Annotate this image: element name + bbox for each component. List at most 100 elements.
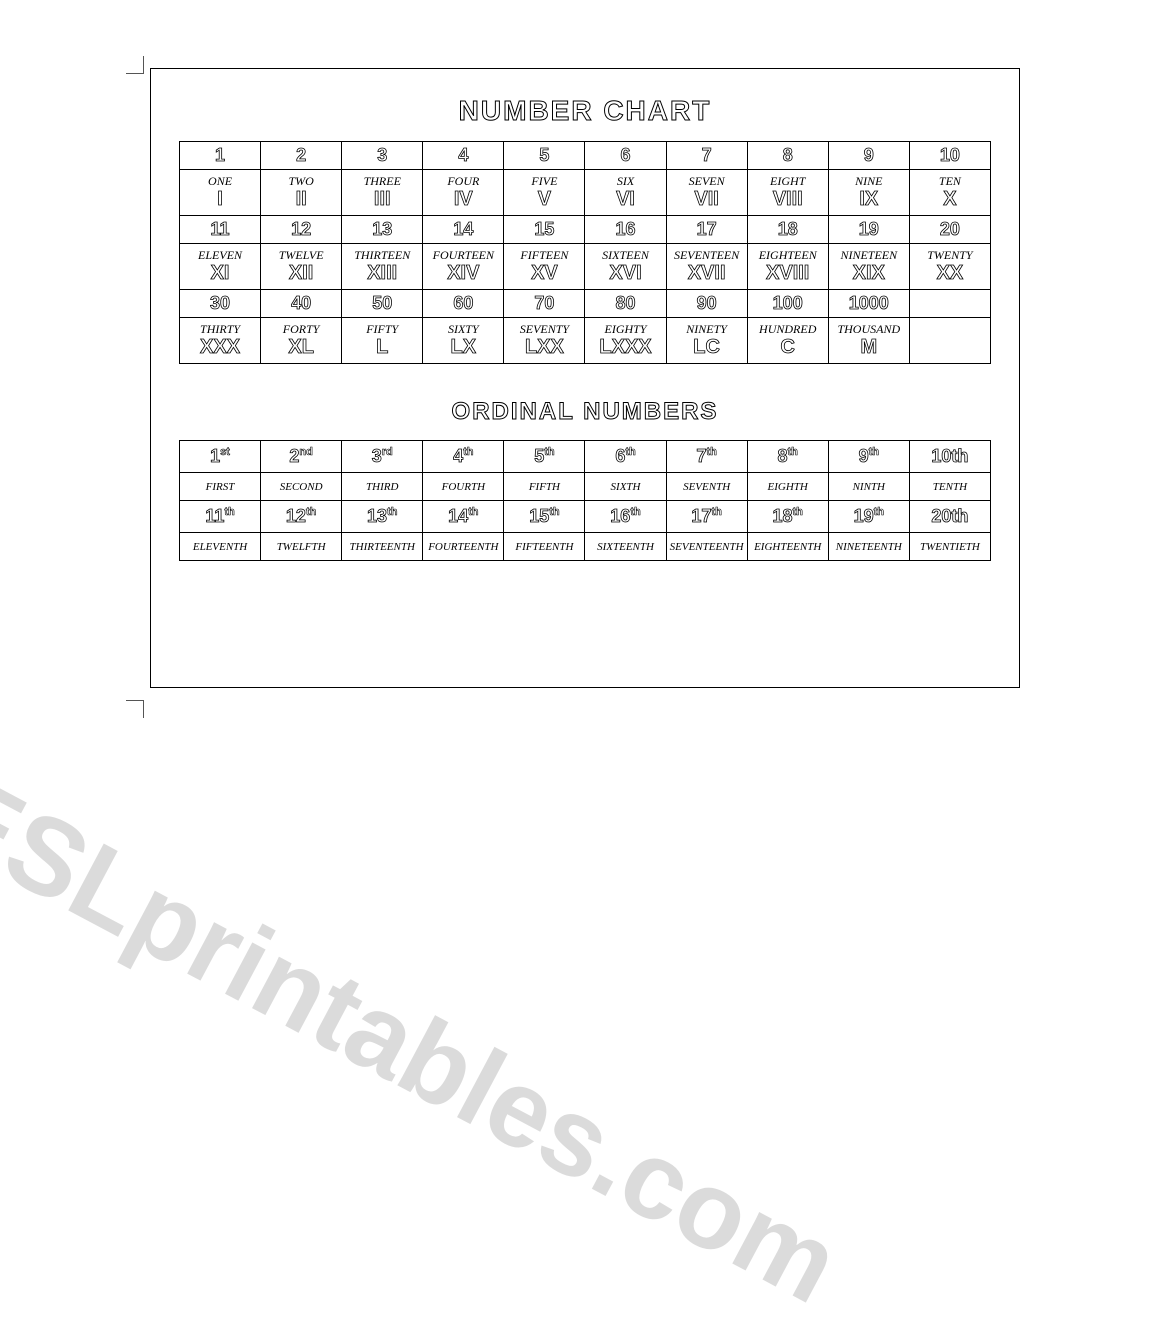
roman-numeral: L xyxy=(342,336,422,358)
word-roman-cell: SIXTYLX xyxy=(423,318,504,364)
ordinal-suffix: st xyxy=(220,446,230,458)
word-roman-cell: FOURTEENXIV xyxy=(423,244,504,290)
ordinal-number: 19 xyxy=(854,506,874,526)
number-cell: 13 xyxy=(342,216,423,244)
number-cell: 14 xyxy=(423,216,504,244)
roman-numeral: I xyxy=(180,188,260,210)
ordinal-suffix: th xyxy=(625,446,635,458)
ordinal-number: 17 xyxy=(691,506,711,526)
ordinal-word-cell: THIRTEENTH xyxy=(342,533,423,561)
ordinal-cell: 7th xyxy=(666,441,747,473)
word-roman-cell: TWENTYXX xyxy=(909,244,990,290)
ordinal-number: 10th xyxy=(931,446,968,466)
roman-numeral: V xyxy=(504,188,584,210)
word-roman-cell: SIXTEENXVI xyxy=(585,244,666,290)
ordinal-cell: 5th xyxy=(504,441,585,473)
roman-numeral: C xyxy=(748,336,828,358)
ordinal-word-cell: FIFTEENTH xyxy=(504,533,585,561)
number-cell: 4 xyxy=(423,142,504,170)
ordinal-suffix: th xyxy=(463,446,473,458)
ordinal-word-cell: FOURTH xyxy=(423,473,504,501)
number-word: THIRTY xyxy=(180,323,260,336)
number-cell: 30 xyxy=(180,290,261,318)
ordinal-suffix: rd xyxy=(382,446,393,458)
roman-numeral: XVIII xyxy=(748,262,828,284)
watermark: ESLprintables.com xyxy=(0,749,859,1329)
ordinal-suffix: nd xyxy=(299,446,312,458)
number-cell: 19 xyxy=(828,216,909,244)
number-word: TEN xyxy=(910,175,990,188)
roman-numeral: XIV xyxy=(423,262,503,284)
word-roman-cell: NINEIX xyxy=(828,170,909,216)
number-word: NINE xyxy=(829,175,909,188)
number-cell: 80 xyxy=(585,290,666,318)
number-word: FIFTY xyxy=(342,323,422,336)
word-roman-cell: TWOII xyxy=(261,170,342,216)
number-word: THREE xyxy=(342,175,422,188)
word-roman-cell: THIRTEENXIII xyxy=(342,244,423,290)
number-word: SEVEN xyxy=(667,175,747,188)
word-roman-cell: FIFTYL xyxy=(342,318,423,364)
roman-numeral: X xyxy=(910,188,990,210)
number-word: SIXTEEN xyxy=(585,249,665,262)
number-cell: 16 xyxy=(585,216,666,244)
ordinal-suffix: th xyxy=(869,446,879,458)
ordinal-suffix: th xyxy=(224,506,234,518)
ordinal-number: 3 xyxy=(372,446,382,466)
word-roman-cell xyxy=(909,318,990,364)
ordinal-cell: 19th xyxy=(828,501,909,533)
ordinal-word-cell: SEVENTH xyxy=(666,473,747,501)
word-roman-cell: ONEI xyxy=(180,170,261,216)
roman-numeral: IX xyxy=(829,188,909,210)
ordinal-number: 8 xyxy=(778,446,788,466)
word-roman-cell: SIXVI xyxy=(585,170,666,216)
roman-numeral: XIX xyxy=(829,262,909,284)
number-cell: 60 xyxy=(423,290,504,318)
ordinal-suffix: th xyxy=(549,506,559,518)
roman-numeral: VIII xyxy=(748,188,828,210)
page-title: NUMBER CHART xyxy=(179,95,991,127)
number-word: NINETY xyxy=(667,323,747,336)
word-roman-cell: TENX xyxy=(909,170,990,216)
ordinal-suffix: th xyxy=(544,446,554,458)
ordinal-number: 12 xyxy=(286,506,306,526)
number-cell: 11 xyxy=(180,216,261,244)
ordinal-suffix: th xyxy=(306,506,316,518)
ordinal-number: 18 xyxy=(772,506,792,526)
number-word: FOURTEEN xyxy=(423,249,503,262)
number-word: THOUSAND xyxy=(829,323,909,336)
number-word: TWENTY xyxy=(910,249,990,262)
word-roman-cell: THOUSANDM xyxy=(828,318,909,364)
ordinal-word-cell: THIRD xyxy=(342,473,423,501)
number-cell: 5 xyxy=(504,142,585,170)
word-roman-cell: EIGHTVIII xyxy=(747,170,828,216)
number-cell: 40 xyxy=(261,290,342,318)
word-roman-cell: EIGHTEENXVIII xyxy=(747,244,828,290)
number-word: NINETEEN xyxy=(829,249,909,262)
number-cell: 90 xyxy=(666,290,747,318)
number-word: SIX xyxy=(585,175,665,188)
number-word: SEVENTEEN xyxy=(667,249,747,262)
roman-numeral: M xyxy=(829,336,909,358)
ordinal-word-cell: FIFTH xyxy=(504,473,585,501)
number-word: ELEVEN xyxy=(180,249,260,262)
number-word: EIGHT xyxy=(748,175,828,188)
word-roman-cell: FIVEV xyxy=(504,170,585,216)
number-word: FIVE xyxy=(504,175,584,188)
word-roman-cell: NINETEENXIX xyxy=(828,244,909,290)
roman-numeral: VI xyxy=(585,188,665,210)
ordinal-cell: 10th xyxy=(909,441,990,473)
number-chart-table: 12345678910ONEITWOIITHREEIIIFOURIVFIVEVS… xyxy=(179,141,991,364)
ordinal-word-cell: EIGHTH xyxy=(747,473,828,501)
ordinal-word-cell: FIRST xyxy=(180,473,261,501)
number-cell: 1000 xyxy=(828,290,909,318)
roman-numeral: III xyxy=(342,188,422,210)
number-cell: 7 xyxy=(666,142,747,170)
ordinal-title: ORDINAL NUMBERS xyxy=(179,398,991,426)
ordinal-cell: 1st xyxy=(180,441,261,473)
ordinal-cell: 17th xyxy=(666,501,747,533)
roman-numeral: VII xyxy=(667,188,747,210)
ordinal-word-cell: TENTH xyxy=(909,473,990,501)
ordinal-cell: 8th xyxy=(747,441,828,473)
word-roman-cell: SEVENVII xyxy=(666,170,747,216)
